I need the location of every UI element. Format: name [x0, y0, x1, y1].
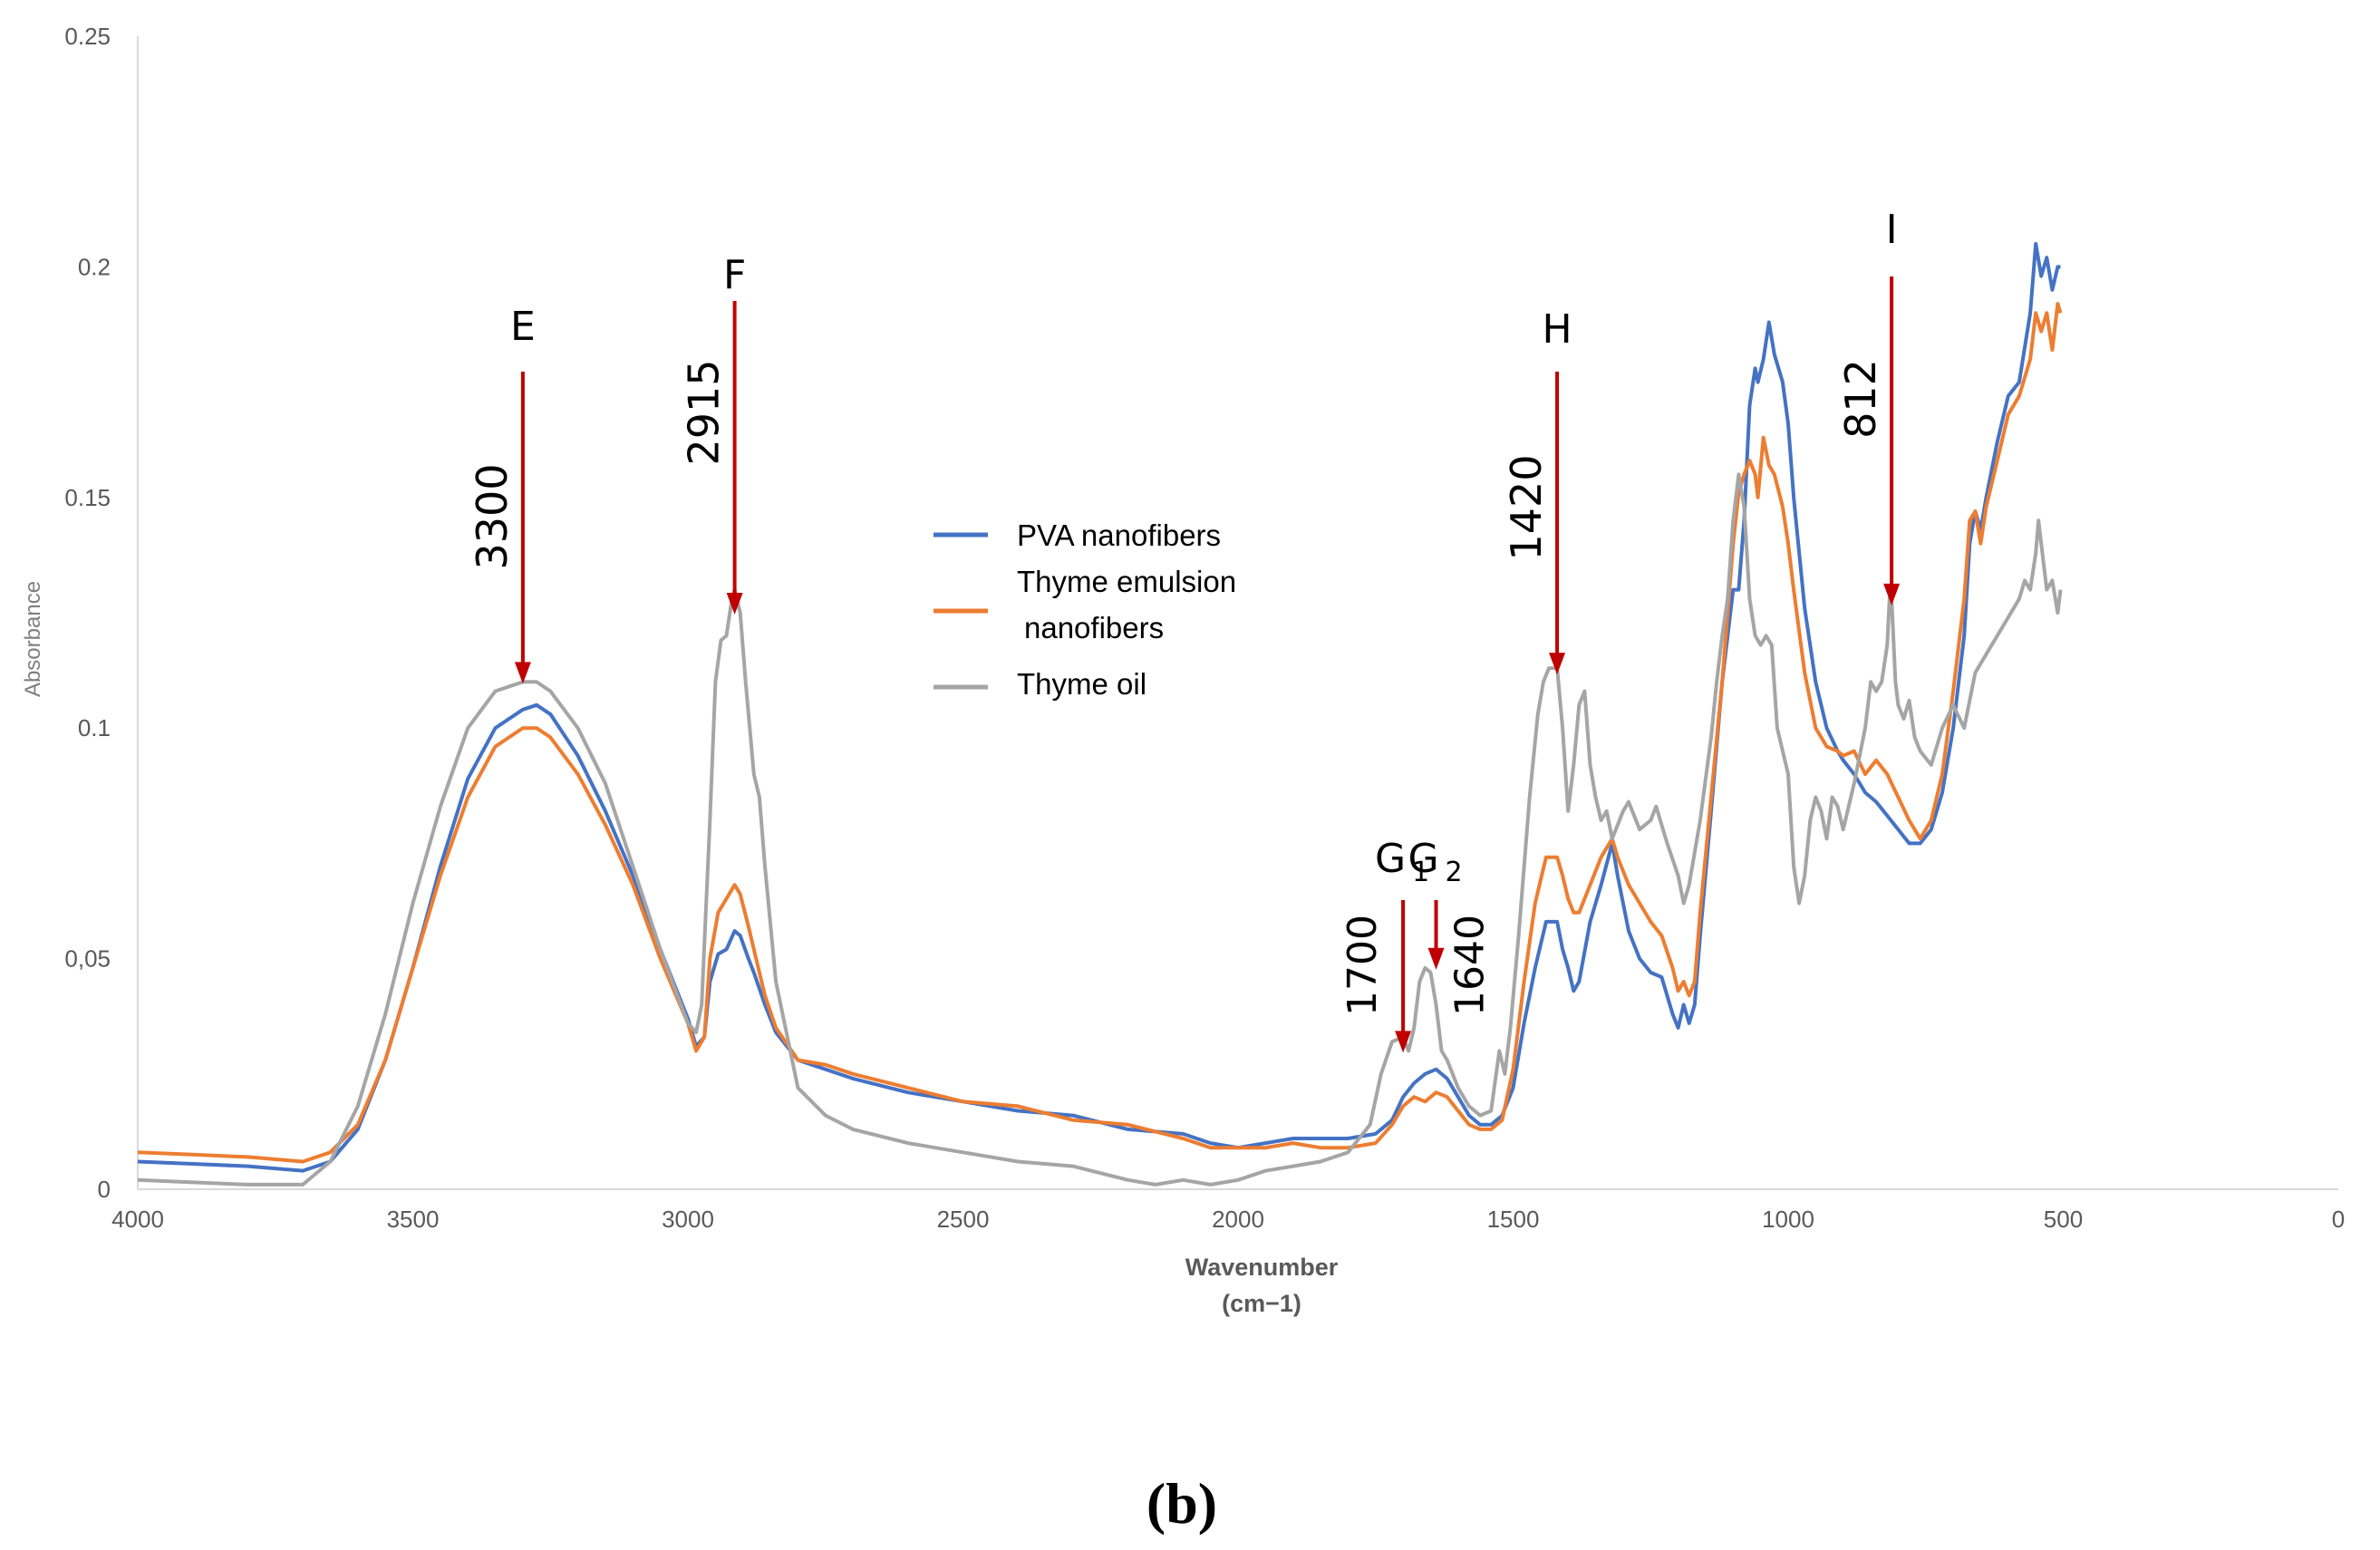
annotation-letter-i: I — [1886, 207, 1898, 253]
annotation-value-i: 812 — [1836, 359, 1885, 439]
annotation-arrowhead-i — [1883, 583, 1901, 605]
x-tick-label: 2500 — [937, 1206, 990, 1233]
series-line-pva-nanofibers — [137, 242, 2061, 1173]
annotation-value-e: 3300 — [468, 463, 517, 569]
annotation-subscript-g1: 1 — [1412, 857, 1429, 888]
x-tick-label: 4000 — [111, 1206, 164, 1233]
annotation-value-f: 2915 — [680, 359, 729, 465]
x-tick-labels: 4000 3500 3000 2500 2000 1500 1000 500 0 — [111, 1206, 2345, 1233]
x-tick-label: 3000 — [662, 1206, 714, 1233]
y-tick-label: 0.2 — [78, 253, 111, 280]
y-tick-label: 0.1 — [78, 714, 111, 741]
legend-label-thyme-emulsion-line2: nanofibers — [1024, 611, 1164, 644]
x-tick-label: 3500 — [387, 1206, 440, 1233]
axes — [137, 36, 2338, 1190]
annotation-subscript-g2: 2 — [1446, 857, 1463, 888]
x-tick-label: 0 — [2332, 1206, 2345, 1233]
x-tick-label: 500 — [2044, 1206, 2083, 1233]
x-axis-title-line1: Wavenumber — [1185, 1254, 1339, 1281]
y-tick-labels: 0 0,05 0.1 0.15 0.2 0.25 — [64, 23, 111, 1203]
annotation-arrowhead-h — [1549, 653, 1566, 675]
x-tick-label: 2000 — [1212, 1206, 1264, 1233]
annotation-letter-h: H — [1543, 306, 1572, 353]
annotation-arrowhead-f — [726, 593, 743, 615]
annotation-arrowhead-g2 — [1427, 947, 1445, 970]
annotation-value-g2: 1640 — [1447, 915, 1494, 1016]
annotation-letter-f: F — [723, 252, 746, 298]
y-tick-label: 0,05 — [64, 945, 111, 973]
x-tick-label: 1000 — [1762, 1206, 1814, 1233]
series-layer — [137, 242, 2063, 1187]
x-axis-title-line2: (cm−1) — [1222, 1290, 1301, 1317]
legend-label-thyme-oil: Thyme oil — [1017, 667, 1146, 701]
panel-label: (b) — [1146, 1471, 1217, 1535]
series-line-thyme-emulsion-nanofibers — [137, 302, 2063, 1164]
legend-label-pva: PVA nanofibers — [1017, 518, 1221, 552]
annotation-value-h: 1420 — [1502, 454, 1551, 560]
annotation-letter-g2: G — [1408, 836, 1438, 882]
y-tick-label: 0.25 — [64, 23, 111, 50]
annotation-value-g1: 1700 — [1340, 915, 1386, 1016]
annotation-arrowhead-e — [514, 662, 531, 684]
annotation-letter-e: E — [510, 304, 536, 350]
y-tick-label: 0.15 — [64, 484, 111, 511]
y-tick-label: 0 — [98, 1176, 111, 1203]
legend-label-thyme-emulsion-line1: Thyme emulsion — [1017, 565, 1236, 598]
annotation-letter-g1: G — [1375, 836, 1406, 882]
annotation-arrowhead-g1 — [1395, 1031, 1412, 1053]
x-tick-label: 1500 — [1487, 1206, 1540, 1233]
y-axis-title: Absorbance — [21, 581, 45, 697]
legend: PVA nanofibers Thyme emulsion nanofibers… — [934, 518, 1236, 701]
